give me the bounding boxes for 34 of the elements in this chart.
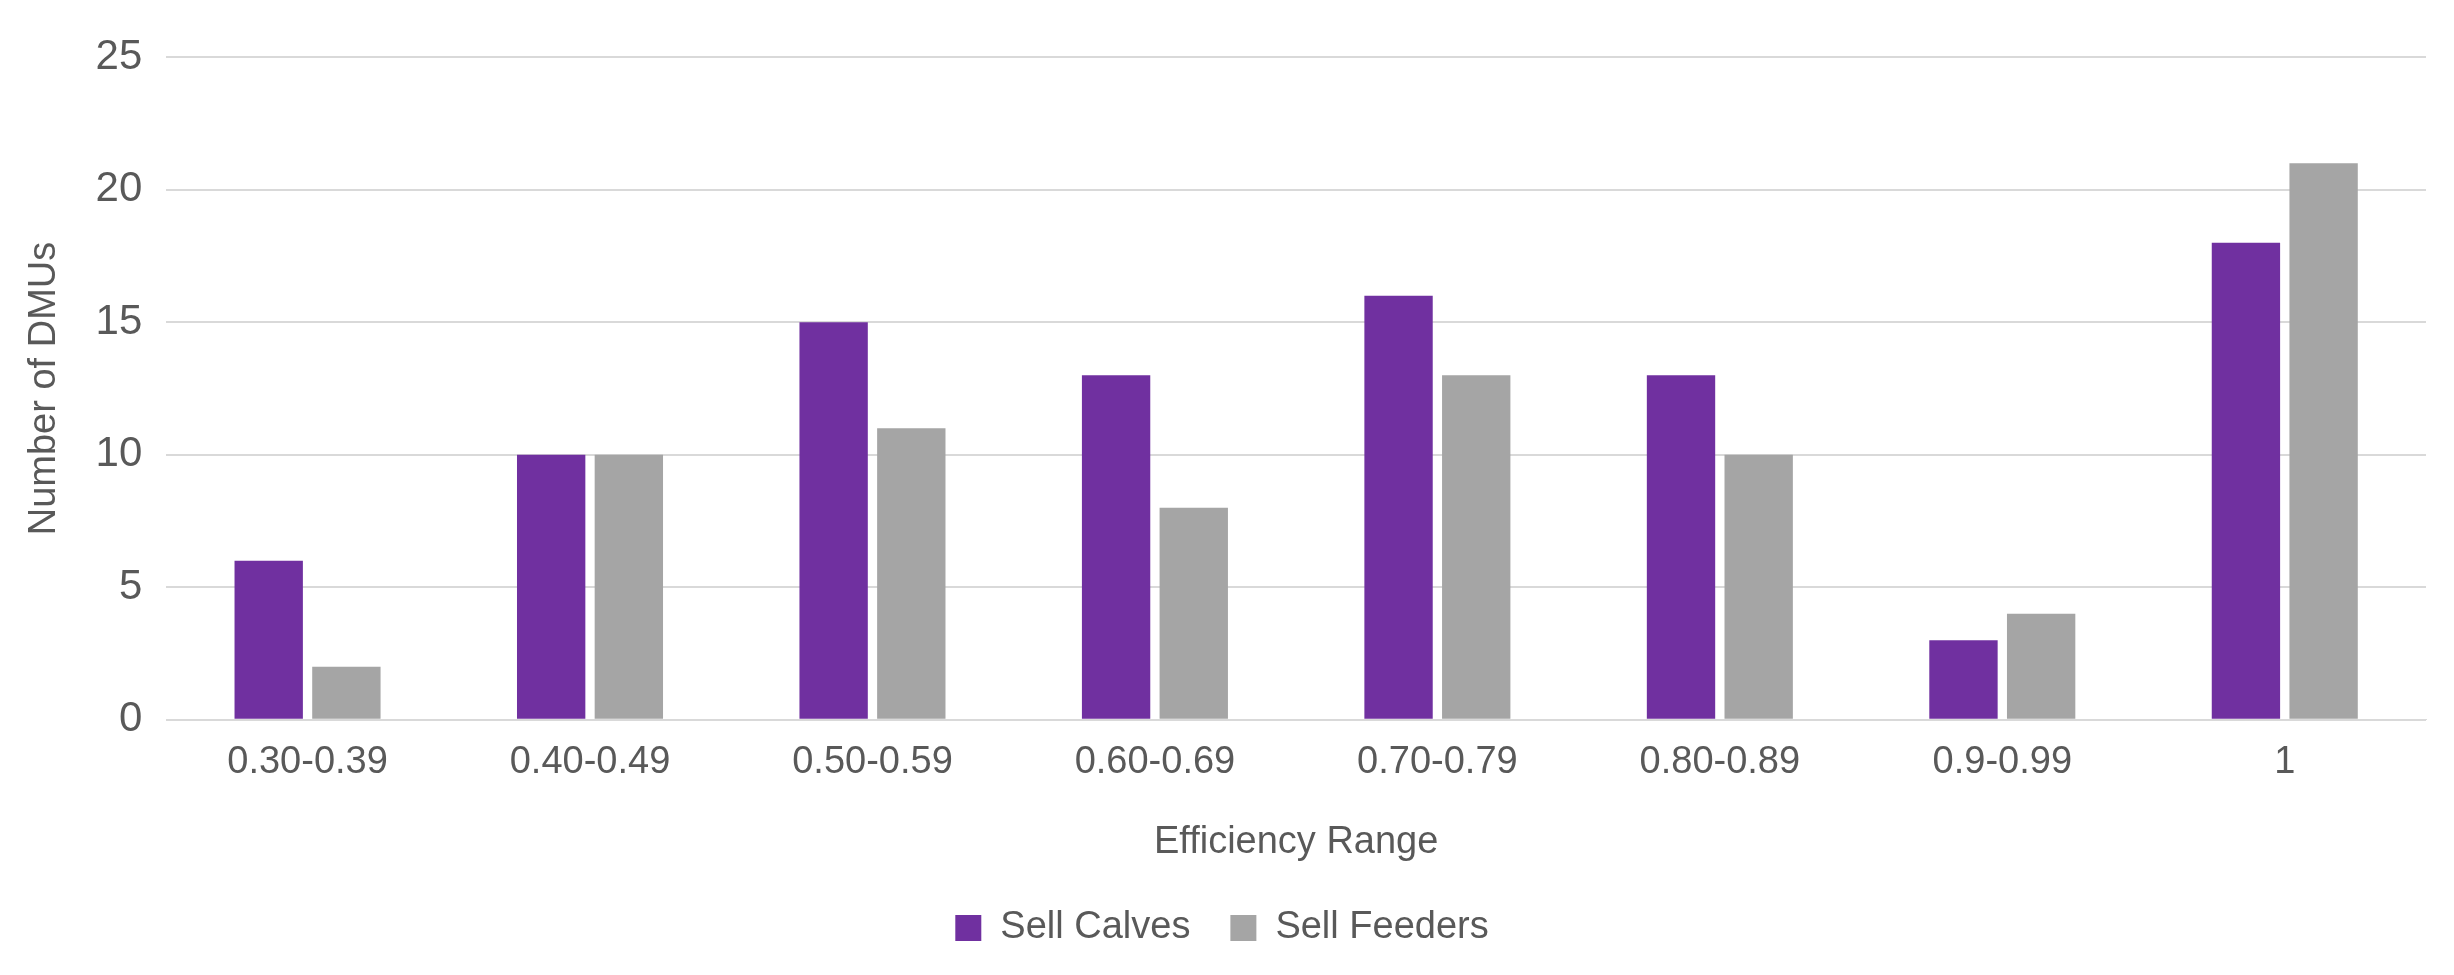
bar	[877, 428, 946, 719]
x-tick-label: 0.50-0.59	[792, 739, 953, 782]
bar	[1442, 375, 1511, 719]
x-tick-label: 1	[2274, 739, 2296, 782]
y-tick-label: 5	[118, 560, 143, 608]
bar	[1724, 454, 1793, 719]
x-tick-label: 0.40-0.49	[509, 739, 671, 782]
x-tick-label: 0.9-0.99	[1932, 739, 2073, 782]
legend-label: Sell Calves	[1000, 904, 1191, 947]
x-tick-label: 0.80-0.89	[1639, 739, 1801, 782]
bar	[2006, 613, 2076, 719]
bar	[799, 322, 868, 719]
bar	[312, 666, 381, 719]
y-tick-label: 25	[95, 30, 143, 78]
y-tick-label: 10	[95, 428, 143, 476]
bar	[1081, 375, 1151, 719]
x-axis-title: Efficiency Range	[1153, 818, 1439, 861]
bar	[516, 454, 586, 719]
y-tick-label: 20	[95, 163, 143, 211]
bar	[2289, 163, 2358, 719]
bar	[234, 560, 303, 719]
legend-label: Sell Feeders	[1275, 904, 1489, 947]
y-axis-title: Number of DMUs	[21, 241, 64, 536]
y-tick-label: 15	[95, 295, 143, 343]
bar	[1159, 507, 1228, 719]
bar	[1364, 295, 1433, 719]
x-tick-label: 0.30-0.39	[227, 739, 388, 782]
bar	[594, 454, 664, 719]
x-tick-label: 0.70-0.79	[1357, 739, 1518, 782]
x-tick-label: 0.60-0.69	[1074, 739, 1236, 782]
bar	[1646, 375, 1716, 719]
y-tick-label: 0	[118, 693, 143, 741]
bar	[1929, 640, 1998, 719]
bar	[2211, 242, 2281, 719]
